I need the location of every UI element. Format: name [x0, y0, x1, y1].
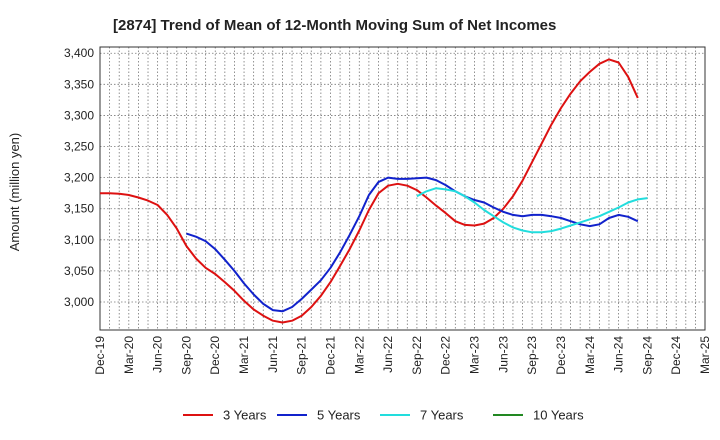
y-tick-label: 3,100 — [64, 233, 94, 247]
x-tick-label: Jun-22 — [381, 336, 395, 373]
y-tick-label: 3,200 — [64, 171, 94, 185]
y-tick-label: 3,350 — [64, 77, 94, 91]
x-tick-label: Dec-21 — [323, 336, 337, 375]
legend-label: 3 Years — [223, 408, 267, 423]
x-tick-label: Mar-22 — [352, 336, 366, 374]
x-tick-label: Dec-23 — [554, 336, 568, 375]
x-axis: Dec-19 Mar-20 Jun-20 Sep-20 Dec-20 Mar-21 Jun-… — [93, 336, 712, 375]
x-tick-label: Jun-24 — [612, 336, 626, 373]
plot-frame — [99, 46, 706, 331]
legend-label: 5 Years — [317, 408, 361, 423]
y-axis-label: Amount (million yen) — [7, 133, 22, 252]
legend-label: 7 Years — [420, 408, 464, 423]
x-tick-label: Dec-20 — [208, 336, 222, 375]
series-lines — [100, 58, 648, 324]
series-line-7-years — [416, 187, 648, 234]
x-tick-label: Dec-24 — [669, 336, 683, 375]
x-tick-label: Dec-19 — [93, 336, 107, 375]
y-tick-label: 3,400 — [64, 46, 94, 60]
series-line-5-years — [186, 176, 639, 313]
x-tick-label: Dec-22 — [439, 336, 453, 375]
legend-label: 10 Years — [533, 408, 584, 423]
y-axis: 3,000 3,050 3,100 3,150 3,200 3,250 3,300 3,350… — [64, 46, 94, 309]
y-tick-label: 3,300 — [64, 108, 94, 122]
series-line-3-years — [100, 58, 639, 324]
x-tick-label: Sep-21 — [295, 336, 309, 375]
x-tick-label: Mar-21 — [237, 336, 251, 374]
x-tick-label: Jun-23 — [496, 336, 510, 373]
x-tick-label: Mar-24 — [583, 336, 597, 374]
y-tick-label: 3,000 — [64, 295, 94, 309]
x-tick-label: Sep-20 — [179, 336, 193, 375]
x-tick-label: Mar-25 — [698, 336, 712, 374]
x-tick-label: Sep-23 — [525, 336, 539, 375]
x-tick-label: Jun-21 — [266, 336, 280, 373]
y-tick-label: 3,250 — [64, 140, 94, 154]
x-tick-label: Sep-22 — [410, 336, 424, 375]
x-tick-label: Sep-24 — [640, 336, 654, 375]
x-tick-label: Mar-23 — [468, 336, 482, 374]
legend: 3 Years 5 Years 7 Years 10 Years — [183, 408, 584, 423]
x-tick-label: Jun-20 — [151, 336, 165, 373]
y-tick-label: 3,150 — [64, 202, 94, 216]
grid — [100, 47, 705, 330]
chart-title: [2874] Trend of Mean of 12-Month Moving … — [113, 17, 556, 34]
y-tick-label: 3,050 — [64, 264, 94, 278]
x-tick-label: Mar-20 — [122, 336, 136, 374]
